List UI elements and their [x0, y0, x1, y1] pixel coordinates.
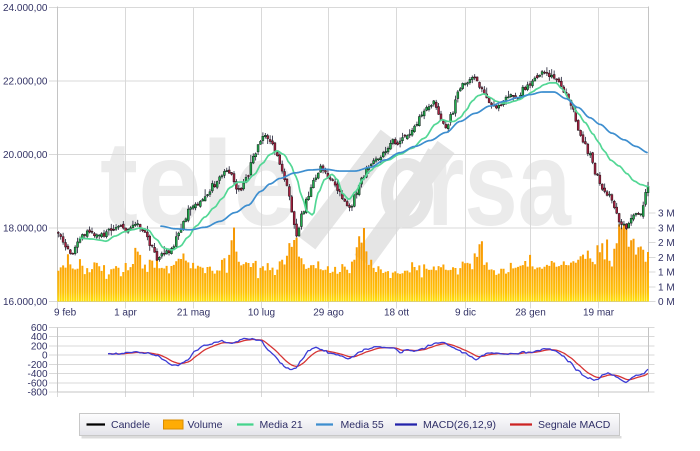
svg-text:-800: -800: [27, 388, 47, 399]
svg-text:0 M: 0 M: [658, 297, 675, 308]
svg-text:3 M: 3 M: [658, 223, 675, 234]
svg-text:MACD(26,12,9): MACD(26,12,9): [423, 419, 496, 431]
svg-text:1 M: 1 M: [658, 282, 675, 293]
svg-text:Media 55: Media 55: [341, 419, 384, 431]
svg-text:3 M: 3 M: [658, 209, 675, 220]
svg-text:0: 0: [42, 351, 48, 362]
svg-text:-400: -400: [27, 369, 47, 380]
svg-text:18.000,00: 18.000,00: [3, 224, 48, 235]
svg-text:16.000,00: 16.000,00: [3, 297, 48, 308]
svg-text:28 gen: 28 gen: [515, 308, 546, 319]
svg-text:1 apr: 1 apr: [114, 308, 137, 319]
svg-text:2 M: 2 M: [658, 253, 675, 264]
svg-text:600: 600: [31, 323, 48, 334]
svg-text:Candele: Candele: [111, 419, 150, 431]
svg-text:-600: -600: [27, 378, 47, 389]
svg-text:Volume: Volume: [188, 419, 223, 431]
svg-text:9 dic: 9 dic: [455, 308, 476, 319]
svg-text:200: 200: [31, 341, 48, 352]
svg-text:19 mar: 19 mar: [583, 308, 615, 319]
svg-text:-200: -200: [27, 360, 47, 371]
svg-text:rsa: rsa: [427, 115, 572, 251]
svg-text:24.000,00: 24.000,00: [3, 3, 48, 14]
svg-text:Media 21: Media 21: [260, 419, 303, 431]
svg-text:18 ott: 18 ott: [384, 308, 409, 319]
svg-text:22.000,00: 22.000,00: [3, 77, 48, 88]
svg-text:400: 400: [31, 332, 48, 343]
svg-text:29 ago: 29 ago: [313, 308, 344, 319]
svg-text:10 lug: 10 lug: [248, 308, 275, 319]
svg-text:2 M: 2 M: [658, 238, 675, 249]
svg-text:1 M: 1 M: [658, 268, 675, 279]
svg-text:Segnale MACD: Segnale MACD: [538, 419, 611, 431]
svg-text:21 mag: 21 mag: [177, 308, 210, 319]
svg-text:9 feb: 9 feb: [54, 308, 77, 319]
svg-text:20.000,00: 20.000,00: [3, 150, 48, 161]
